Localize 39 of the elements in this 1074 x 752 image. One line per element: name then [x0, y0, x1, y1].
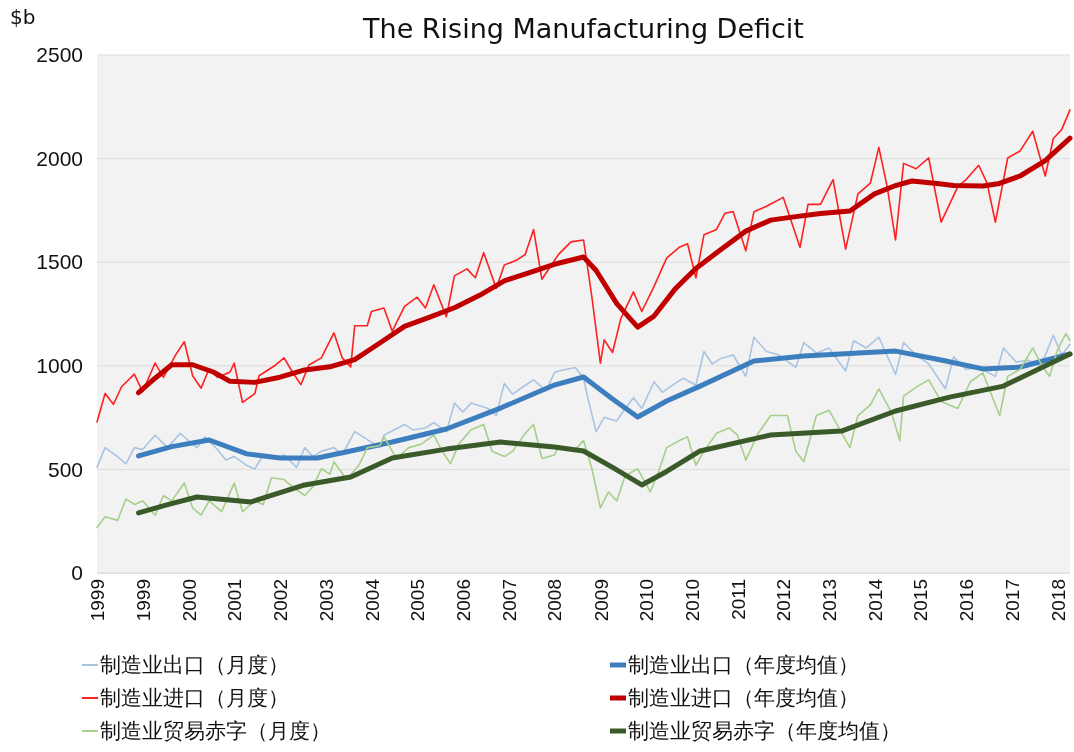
x-tick-label: 2004: [361, 578, 383, 622]
line-series: [96, 334, 1071, 470]
legend-label: 制造业贸易赤字（月度）: [100, 719, 331, 744]
x-tick-label: 2000: [178, 579, 200, 622]
line-series: [96, 109, 1071, 423]
x-tick-label: 2007: [498, 579, 520, 622]
x-tick-label: 2010: [681, 579, 703, 622]
x-tick-label: 2009: [590, 579, 612, 622]
y-axis-title: $b: [10, 5, 36, 29]
x-tick-label: 2005: [407, 579, 429, 622]
legend-label: 制造业出口（年度均值）: [628, 653, 859, 678]
x-tick-label: 2012: [773, 579, 795, 622]
legend-label: 制造业贸易赤字（年度均值）: [628, 719, 901, 744]
x-tick-label: 2003: [315, 579, 337, 622]
x-tick-label: 2017: [1001, 579, 1023, 622]
x-tick-label: 2008: [544, 579, 566, 622]
legend-label: 制造业进口（月度）: [100, 686, 289, 711]
x-tick-label: 2013: [819, 579, 841, 622]
x-tick-label: 1999: [132, 579, 154, 622]
legend-label: 制造业出口（月度）: [100, 653, 289, 678]
x-tick-label: 2010: [636, 579, 658, 622]
legend-label: 制造业进口（年度均值）: [628, 686, 859, 711]
y-tick-label: 2500: [36, 43, 83, 67]
y-tick-label: 0: [71, 561, 83, 585]
x-tick-label: 2001: [224, 579, 246, 622]
x-tick-label: 2011: [727, 579, 749, 620]
x-tick-label: 1999: [87, 579, 109, 622]
x-tick-label: 2002: [270, 579, 292, 622]
y-tick-label: 1500: [36, 250, 83, 274]
x-tick-label: 2015: [910, 579, 932, 622]
y-tick-label: 2000: [36, 146, 83, 170]
y-tick-label: 1000: [36, 354, 83, 378]
x-tick-label: 2018: [1047, 579, 1069, 622]
x-tick-label: 2016: [956, 579, 978, 622]
chart-title: The Rising Manufacturing Deficit: [362, 13, 804, 44]
y-tick-label: 500: [47, 457, 83, 481]
x-tick-label: 2006: [452, 579, 474, 622]
line-series: [96, 332, 1071, 529]
x-tick-label: 2014: [864, 578, 886, 622]
